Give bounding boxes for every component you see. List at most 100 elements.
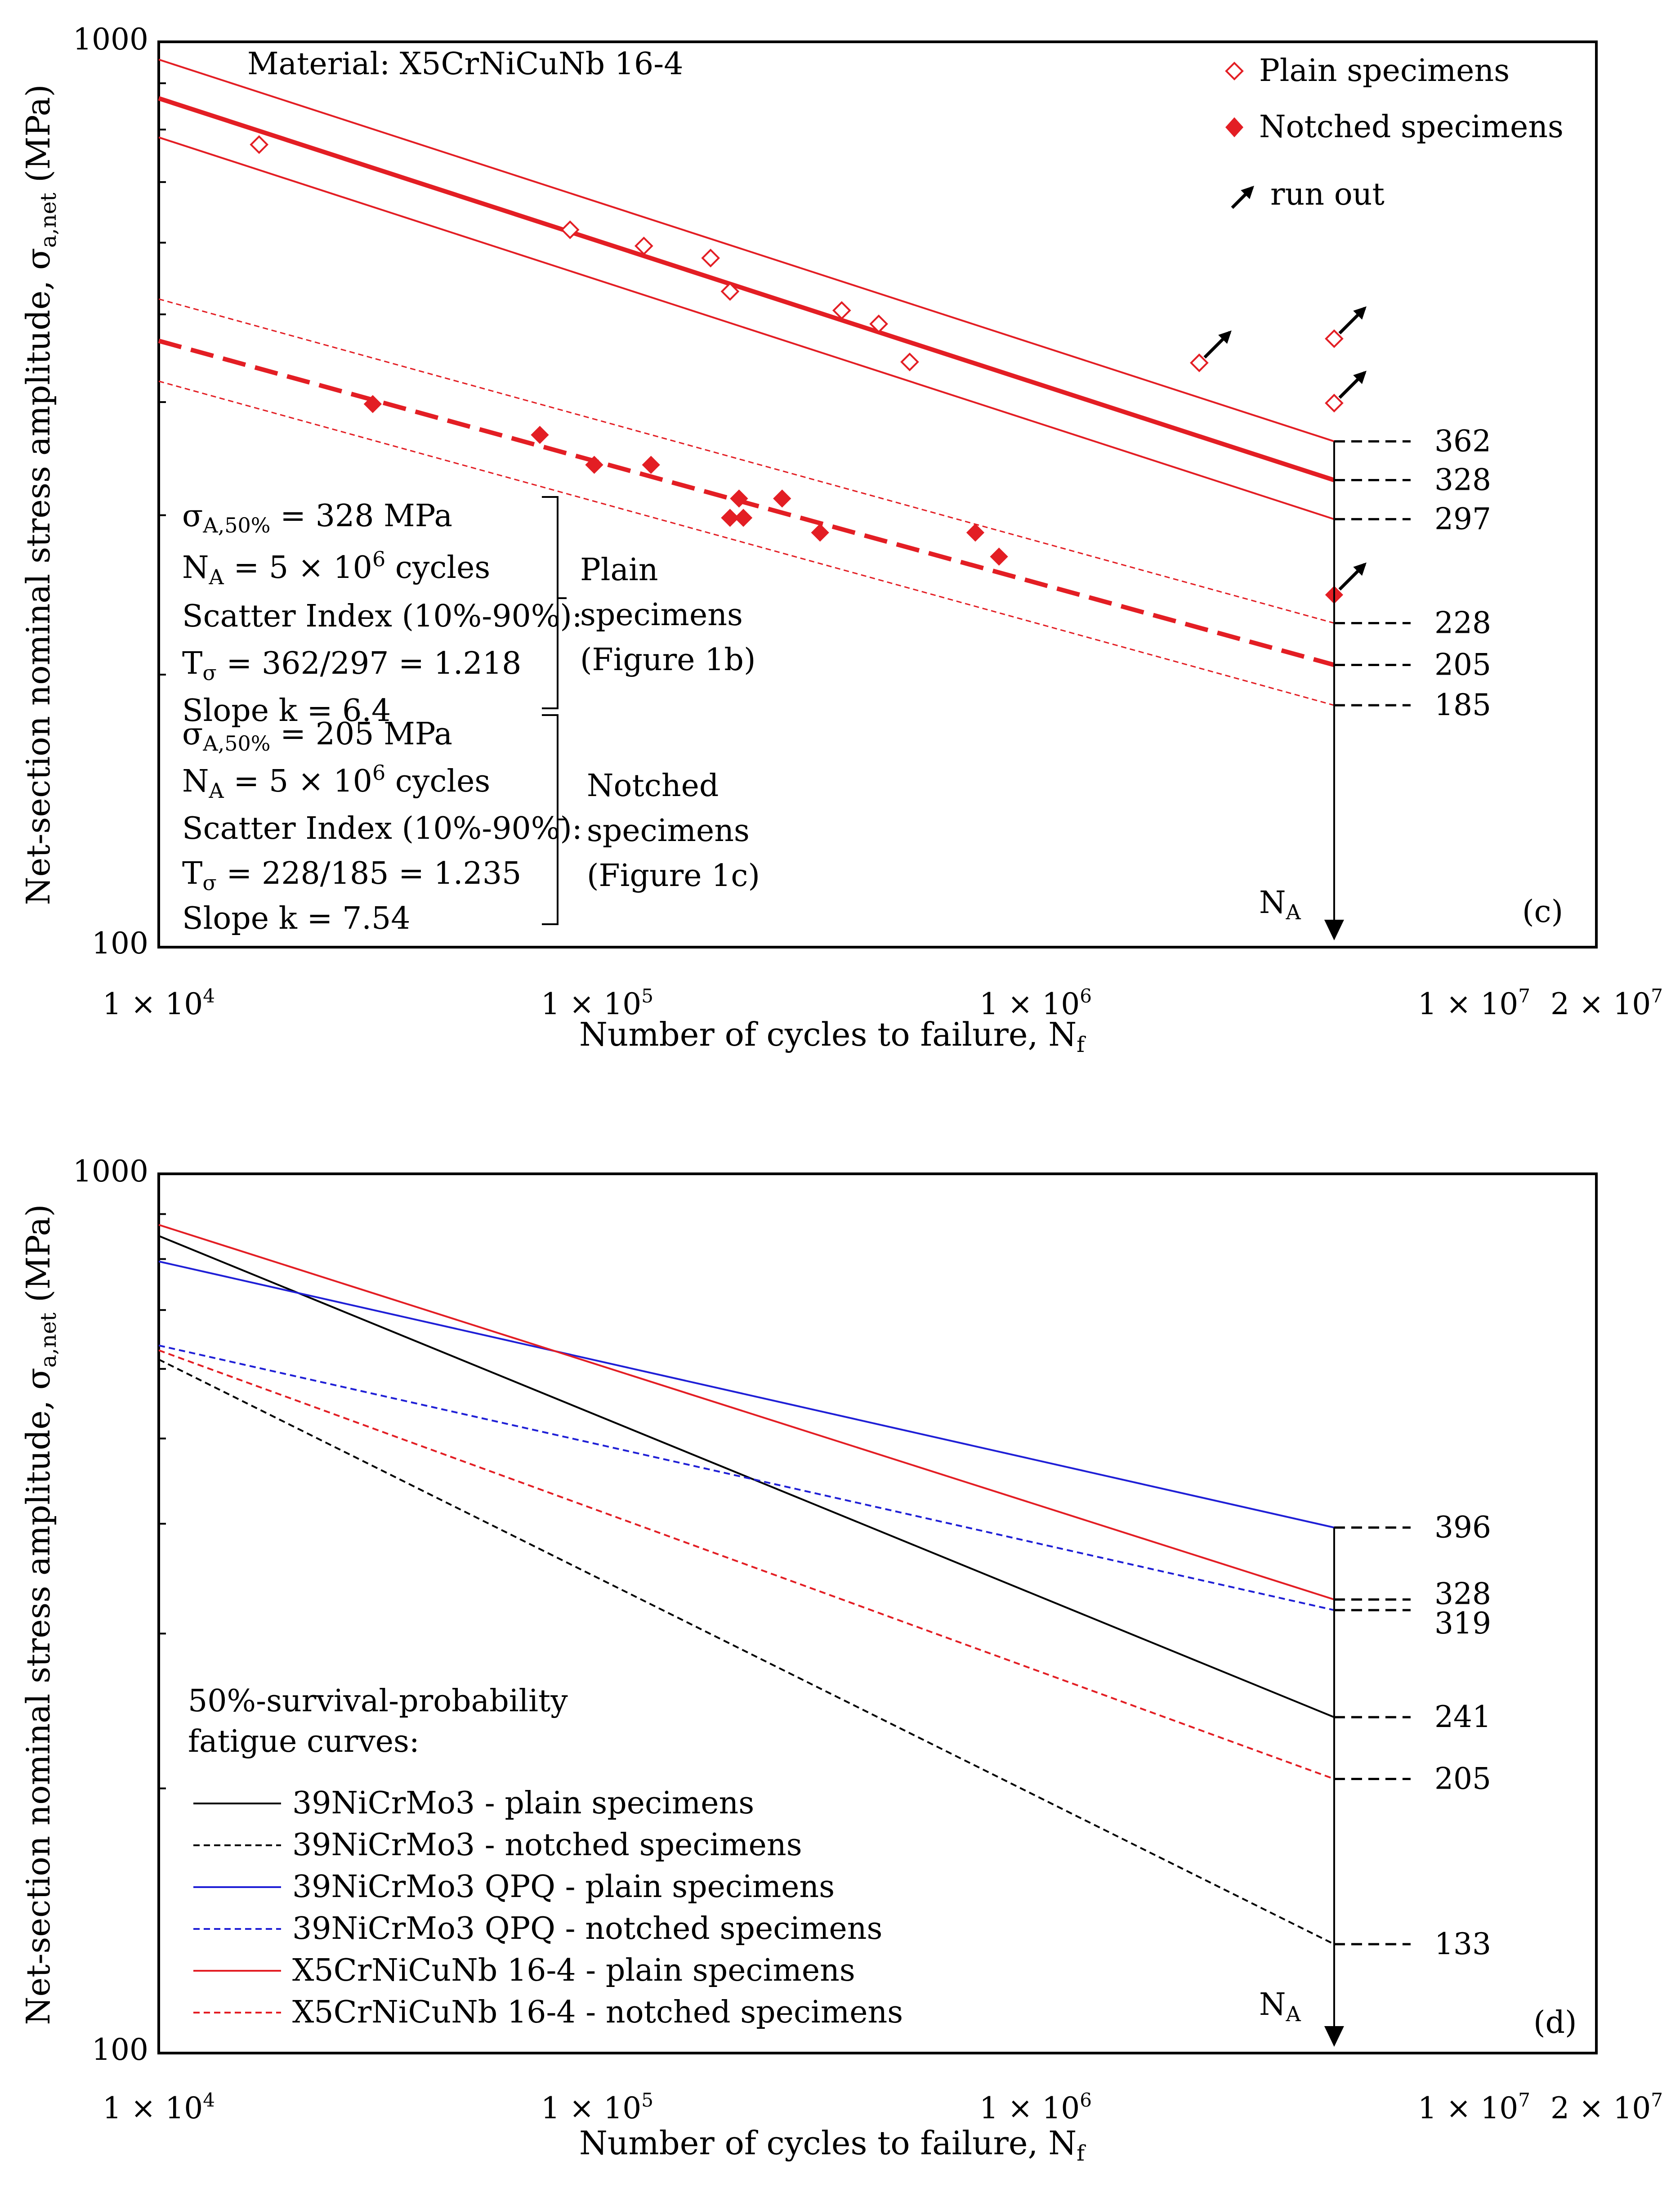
- reference-label: 319: [1434, 1606, 1491, 1641]
- plain-specimen-point: [900, 352, 919, 371]
- plain-specimen-point: [701, 248, 720, 268]
- plot-frame-c: [157, 40, 1598, 949]
- annotation-line: σA,50% = 328 MPa: [182, 498, 452, 537]
- reference-label: 362: [1434, 424, 1491, 458]
- panel-label-c: (c): [1522, 894, 1563, 930]
- x-tick-label-c: 1 × 105: [541, 985, 653, 1021]
- annotation-bracket: [542, 496, 567, 709]
- reference-label: 133: [1434, 1927, 1491, 1961]
- annotation-line: Scatter Index (10%-90%):: [182, 599, 582, 634]
- x-tick-label-c: 1 × 104: [103, 985, 215, 1021]
- legend-runout-arrow: [1231, 186, 1254, 209]
- legend-label: 39NiCrMo3 - plain specimens: [292, 1785, 754, 1821]
- annotation-line: Tσ = 228/185 = 1.235: [182, 856, 521, 895]
- reference-label: 328: [1434, 463, 1491, 497]
- notched-specimen-point: [730, 489, 748, 508]
- reference-lines-c: 362 328 297 228 205 185: [1324, 424, 1491, 940]
- data-points-c: [250, 135, 1367, 604]
- series-line: [158, 1235, 1335, 1718]
- annotation-line: Tσ = 362/297 = 1.218: [182, 646, 521, 685]
- notched-specimen-point: [531, 425, 549, 444]
- runout-arrow: [1203, 330, 1232, 359]
- series-line: [158, 1349, 1335, 1780]
- plain-specimen-point: [560, 220, 580, 239]
- legend-entries-d: 39NiCrMo3 - plain specimens 39NiCrMo3 - n…: [193, 1785, 903, 2030]
- runout-arrow: [1338, 562, 1367, 591]
- annotation-plain: σA,50% = 328 MPa NA = 5 × 106 cycles Sca…: [182, 496, 755, 729]
- series-line: [158, 1344, 1335, 1611]
- plain-specimen-point: [832, 301, 851, 320]
- y-tick-label-100-d: 100: [92, 2032, 148, 2067]
- notched-median-fit: [158, 339, 1335, 667]
- annotation-notched: σA,50% = 205 MPa NA = 5 × 106 cycles Sca…: [182, 714, 760, 936]
- x-tick-label-d: 2 × 107: [1550, 2089, 1663, 2125]
- plain-specimen-point: [869, 314, 888, 334]
- annotation-bracket: [542, 714, 567, 925]
- x-tick-label-d: 1 × 106: [979, 2089, 1092, 2125]
- material-label: Material: X5CrNiCuNb 16-4: [247, 46, 684, 82]
- runout-arrow: [1338, 306, 1367, 335]
- legend-label-notched: Notched specimens: [1259, 109, 1564, 145]
- annotation-group-label: (Figure 1b): [580, 642, 755, 678]
- axis-ticks-d: [159, 1213, 166, 1790]
- annotation-group-label: (Figure 1c): [587, 858, 760, 894]
- y-axis-title-c: Net-section nominal stress amplitude, σa…: [19, 85, 61, 905]
- panel-c: 362 328 297 228 205 185 1000 100 1 × 104 1 × …: [19, 22, 1663, 1057]
- legend-title: fatigue curves:: [188, 1724, 420, 1759]
- legend-title: 50%-survival-probability: [188, 1683, 568, 1719]
- series-line: [158, 1260, 1335, 1529]
- y-tick-label-1000-d: 1000: [73, 1154, 148, 1189]
- notched-specimen-point: [811, 524, 829, 542]
- notched-specimen-point: [734, 509, 753, 527]
- axis-ticks-c: [159, 82, 166, 676]
- legend-label-runout: run out: [1270, 177, 1385, 212]
- legend-label: 39NiCrMo3 QPQ - plain specimens: [292, 1869, 835, 1905]
- x-axis-title-d: Number of cycles to failure, Nf: [579, 2124, 1086, 2166]
- annotation-line: Scatter Index (10%-90%):: [182, 811, 582, 846]
- reference-label: 297: [1434, 501, 1491, 536]
- plain-specimen-point: [250, 135, 269, 154]
- reference-label: 396: [1434, 1510, 1491, 1545]
- na-arrowhead: [1324, 920, 1344, 940]
- legend-label: X5CrNiCuNb 16-4 - notched specimens: [292, 1995, 903, 2030]
- notched-band-10: [158, 298, 1335, 624]
- plain-band-10: [158, 58, 1335, 443]
- reference-label: 228: [1434, 605, 1491, 640]
- reference-label: 328: [1434, 1576, 1491, 1611]
- runout-arrow: [1338, 371, 1367, 399]
- legend-marker-filled-diamond: [1225, 117, 1244, 138]
- notched-specimen-point: [966, 524, 985, 542]
- annotation-group-label: Notched: [587, 768, 719, 804]
- legend-label: X5CrNiCuNb 16-4 - plain specimens: [292, 1953, 855, 1988]
- annotation-line: Slope k = 6.4: [182, 693, 391, 729]
- legend-c: Plain specimens Notched specimens run ou…: [1225, 53, 1564, 212]
- plain-median-fit: [158, 96, 1335, 483]
- notched-specimen-point: [721, 509, 739, 527]
- plain-band-90: [158, 136, 1335, 520]
- legend-d: 50%-survival-probability fatigue curves:…: [188, 1683, 903, 2030]
- notched-specimen-point: [642, 456, 660, 474]
- plain-specimen-point: [1325, 329, 1344, 348]
- x-tick-label-c: 1 × 106: [979, 985, 1092, 1021]
- fit-lines-c: [158, 58, 1335, 706]
- reference-label: 205: [1434, 1762, 1491, 1796]
- y-tick-label-100-c: 100: [92, 926, 148, 961]
- legend-label: 39NiCrMo3 QPQ - notched specimens: [292, 1911, 882, 1946]
- x-tick-label-d: 1 × 105: [541, 2089, 653, 2125]
- series-line: [158, 1358, 1335, 1945]
- plot-frame-d: [157, 1172, 1598, 2054]
- reference-label: 205: [1434, 647, 1491, 682]
- reference-label: 185: [1434, 688, 1491, 722]
- plain-specimen-point: [1325, 394, 1344, 413]
- plain-specimen-point: [634, 237, 653, 255]
- x-tick-label-c: 2 × 107: [1550, 985, 1663, 1021]
- legend-label-plain: Plain specimens: [1259, 53, 1510, 89]
- x-axis-title-c: Number of cycles to failure, Nf: [579, 1016, 1086, 1057]
- na-label-c: NA: [1259, 885, 1301, 924]
- na-label-d: NA: [1259, 1987, 1301, 2026]
- annotation-group-label: specimens: [587, 813, 750, 849]
- annotation-group-label: Plain: [580, 552, 658, 588]
- notched-specimen-point: [363, 395, 382, 413]
- series-line: [158, 1224, 1335, 1601]
